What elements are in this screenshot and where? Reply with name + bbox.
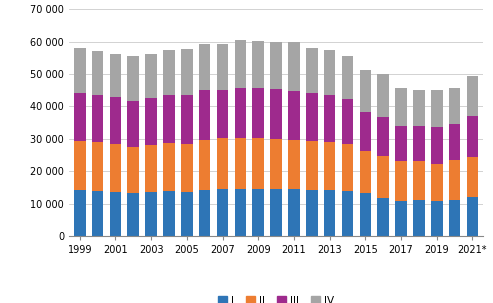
Bar bbox=[163, 50, 175, 95]
Bar bbox=[324, 50, 335, 95]
Bar bbox=[449, 88, 460, 124]
Bar bbox=[359, 151, 371, 193]
Bar bbox=[449, 124, 460, 160]
Bar bbox=[128, 56, 139, 101]
Bar bbox=[467, 115, 478, 157]
Bar bbox=[377, 156, 389, 198]
Bar bbox=[109, 144, 121, 192]
Bar bbox=[128, 192, 139, 236]
Bar bbox=[217, 90, 228, 138]
Bar bbox=[395, 88, 407, 126]
Bar bbox=[181, 95, 193, 144]
Bar bbox=[199, 90, 211, 140]
Bar bbox=[324, 190, 335, 236]
Bar bbox=[342, 55, 353, 99]
Bar bbox=[109, 54, 121, 97]
Bar bbox=[431, 90, 443, 127]
Bar bbox=[92, 142, 104, 191]
Bar bbox=[413, 200, 424, 236]
Bar bbox=[235, 40, 246, 88]
Bar bbox=[467, 197, 478, 236]
Bar bbox=[235, 88, 246, 138]
Bar bbox=[109, 192, 121, 236]
Bar bbox=[128, 147, 139, 192]
Bar bbox=[252, 138, 264, 188]
Bar bbox=[449, 160, 460, 200]
Bar bbox=[199, 190, 211, 236]
Bar bbox=[128, 101, 139, 147]
Bar bbox=[181, 144, 193, 191]
Bar bbox=[431, 201, 443, 236]
Bar bbox=[377, 198, 389, 236]
Bar bbox=[359, 71, 371, 112]
Bar bbox=[181, 49, 193, 95]
Bar bbox=[431, 164, 443, 201]
Bar bbox=[252, 41, 264, 88]
Bar bbox=[306, 94, 317, 141]
Bar bbox=[413, 161, 424, 200]
Bar bbox=[199, 140, 211, 190]
Bar bbox=[342, 144, 353, 191]
Bar bbox=[449, 200, 460, 236]
Bar bbox=[395, 201, 407, 236]
Bar bbox=[377, 74, 389, 117]
Bar bbox=[288, 189, 300, 236]
Bar bbox=[324, 142, 335, 190]
Bar bbox=[163, 143, 175, 191]
Bar bbox=[342, 99, 353, 144]
Bar bbox=[270, 42, 282, 89]
Bar bbox=[359, 193, 371, 236]
Bar bbox=[288, 42, 300, 91]
Bar bbox=[181, 191, 193, 236]
Bar bbox=[342, 191, 353, 236]
Bar bbox=[270, 188, 282, 236]
Bar bbox=[395, 126, 407, 161]
Bar bbox=[306, 190, 317, 236]
Bar bbox=[92, 95, 104, 142]
Bar bbox=[413, 90, 424, 126]
Bar bbox=[217, 189, 228, 236]
Bar bbox=[252, 88, 264, 138]
Bar bbox=[74, 93, 85, 141]
Bar bbox=[92, 51, 104, 95]
Bar bbox=[324, 95, 335, 142]
Bar bbox=[252, 188, 264, 236]
Bar bbox=[359, 112, 371, 151]
Bar bbox=[74, 48, 85, 93]
Bar bbox=[235, 138, 246, 188]
Bar bbox=[109, 97, 121, 144]
Bar bbox=[288, 91, 300, 140]
Bar bbox=[306, 48, 317, 94]
Bar bbox=[288, 140, 300, 189]
Bar bbox=[467, 157, 478, 197]
Bar bbox=[145, 54, 157, 98]
Bar bbox=[467, 76, 478, 115]
Bar bbox=[235, 188, 246, 236]
Bar bbox=[145, 98, 157, 145]
Bar bbox=[217, 138, 228, 189]
Bar bbox=[377, 117, 389, 156]
Bar bbox=[413, 126, 424, 161]
Bar bbox=[145, 145, 157, 192]
Legend: I, II, III, IV: I, II, III, IV bbox=[214, 291, 338, 303]
Bar bbox=[270, 139, 282, 188]
Bar bbox=[217, 45, 228, 90]
Bar bbox=[431, 127, 443, 164]
Bar bbox=[163, 95, 175, 143]
Bar bbox=[199, 45, 211, 90]
Bar bbox=[145, 192, 157, 236]
Bar bbox=[92, 191, 104, 236]
Bar bbox=[306, 141, 317, 190]
Bar bbox=[74, 141, 85, 190]
Bar bbox=[395, 161, 407, 201]
Bar bbox=[74, 190, 85, 236]
Bar bbox=[270, 89, 282, 139]
Bar bbox=[163, 191, 175, 236]
